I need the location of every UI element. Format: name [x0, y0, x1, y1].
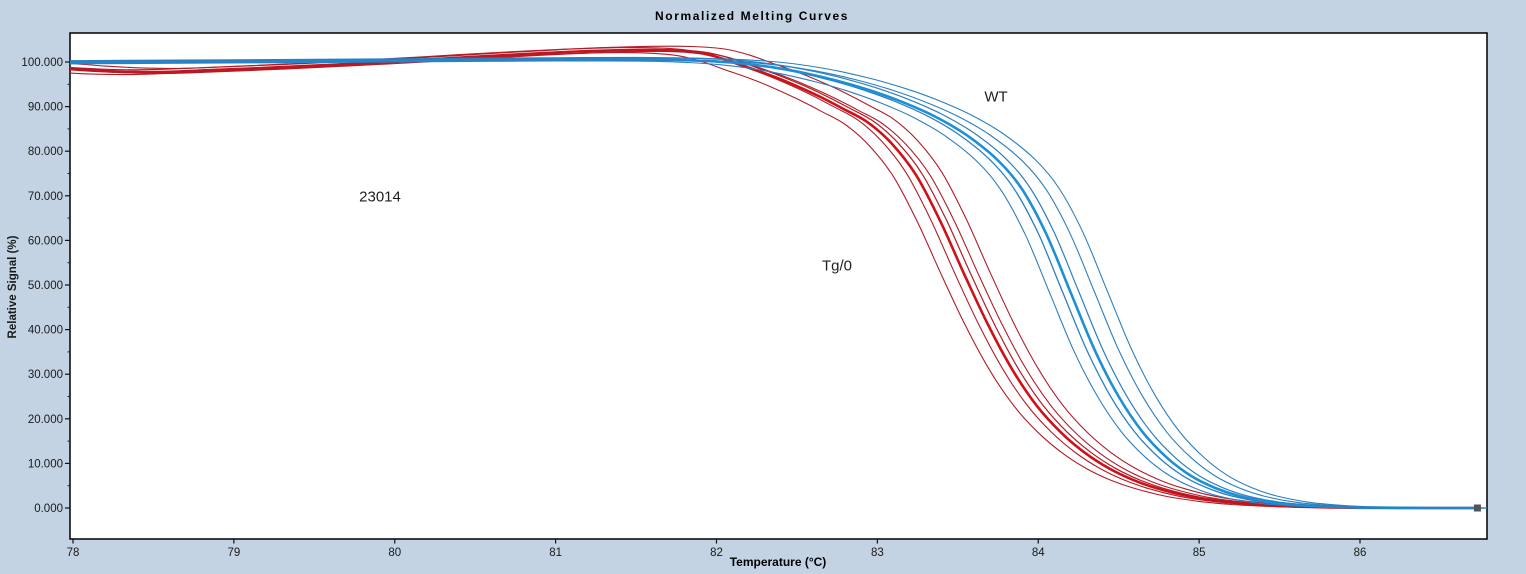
annotation-wt-group: WT	[984, 88, 1008, 106]
curve-tg0-replicate-1[interactable]	[0, 52, 1454, 509]
y-tick-label: 70.000	[28, 191, 63, 203]
y-tick-label: 100.000	[21, 57, 63, 69]
y-tick-label: 50.000	[28, 280, 63, 292]
annotation-sample-23014: 23014	[359, 188, 401, 206]
annotation-tg0-group: Tg/0	[821, 257, 853, 275]
x-tick-label: 81	[549, 547, 562, 559]
y-tick-label: 0.000	[34, 503, 63, 515]
y-axis-title: Relative Signal (%)	[7, 235, 19, 339]
y-tick-label: 60.000	[28, 235, 63, 247]
series-end-marker[interactable]	[1473, 504, 1481, 512]
x-tick-label: 79	[227, 547, 240, 559]
y-tick-label: 40.000	[28, 325, 63, 337]
y-tick-label: 20.000	[28, 414, 63, 426]
y-tick-label: 90.000	[28, 102, 63, 114]
x-tick-label: 86	[1354, 547, 1367, 559]
curve-wt-replicate-6[interactable]	[38, 57, 1515, 509]
x-tick-label: 80	[388, 547, 401, 559]
chart-title: Normalized Melting Curves	[655, 9, 850, 23]
curve-tg0-replicate-5[interactable]	[14, 50, 1491, 509]
plot-background	[69, 32, 1488, 540]
curve-wt-replicate-5[interactable]	[25, 59, 1502, 509]
curve-wt-replicate-4[interactable]	[9, 56, 1487, 509]
y-tick-label: 30.000	[28, 369, 63, 381]
curve-wt-replicate-3[interactable]	[1, 58, 1479, 510]
x-tick-label: 78	[67, 547, 80, 559]
x-tick-label: 85	[1193, 547, 1206, 559]
curves-layer	[0, 45, 1515, 510]
y-tick-label: 80.000	[28, 146, 63, 158]
y-tick-label: 10.000	[28, 458, 63, 470]
x-tick-label: 84	[1032, 547, 1045, 559]
x-tick-label: 82	[710, 547, 723, 559]
curve-tg0-replicate-4[interactable]	[5, 48, 1483, 509]
x-tick-label: 83	[871, 547, 884, 559]
x-axis-title: Temperature (°C)	[729, 555, 827, 569]
